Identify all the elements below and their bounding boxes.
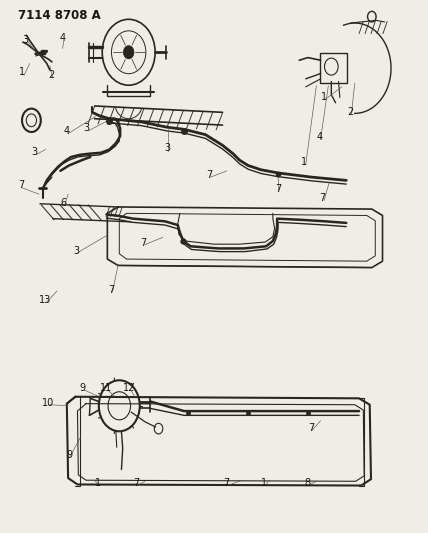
Text: 3: 3 <box>83 123 89 133</box>
Text: 1: 1 <box>261 479 268 488</box>
Text: 1: 1 <box>321 92 327 102</box>
Text: 3: 3 <box>74 246 80 255</box>
Text: 7: 7 <box>320 193 326 204</box>
Text: 7: 7 <box>18 180 24 190</box>
Text: 1: 1 <box>301 157 307 167</box>
Text: 2: 2 <box>348 107 354 117</box>
Text: 7: 7 <box>308 423 315 433</box>
Text: 7: 7 <box>207 170 213 180</box>
Text: 8: 8 <box>304 479 310 488</box>
Text: 10: 10 <box>42 398 55 408</box>
Text: 7114 8708 A: 7114 8708 A <box>18 9 101 22</box>
Text: 12: 12 <box>123 383 136 393</box>
Text: 9: 9 <box>80 383 86 393</box>
Text: 7: 7 <box>140 238 147 247</box>
Text: 7: 7 <box>275 184 281 194</box>
Text: 6: 6 <box>61 198 67 208</box>
Text: 3: 3 <box>22 35 29 44</box>
Text: 11: 11 <box>101 383 113 393</box>
Text: 1: 1 <box>19 68 25 77</box>
Text: 7: 7 <box>224 479 230 488</box>
Text: 1: 1 <box>95 479 101 488</box>
Text: 9: 9 <box>66 450 72 460</box>
Text: 2: 2 <box>48 70 54 80</box>
Text: 4: 4 <box>59 33 65 43</box>
Text: 4: 4 <box>64 126 70 136</box>
Text: 3: 3 <box>31 147 37 157</box>
Text: 3: 3 <box>164 143 170 154</box>
Text: 7: 7 <box>133 479 140 488</box>
Circle shape <box>123 46 134 59</box>
Text: 13: 13 <box>39 295 51 305</box>
Text: 4: 4 <box>317 132 323 142</box>
Text: 7: 7 <box>108 285 115 295</box>
